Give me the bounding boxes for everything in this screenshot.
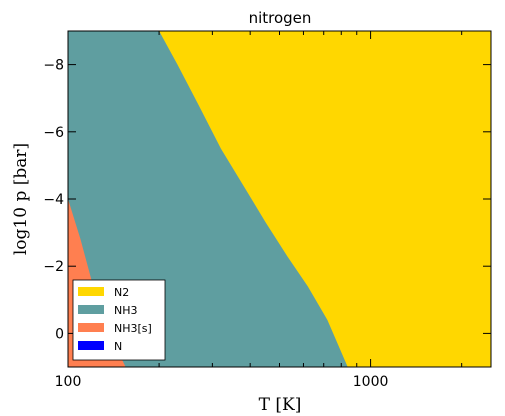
y-tick-label: 0 — [55, 326, 64, 342]
y-tick-label: −8 — [43, 58, 64, 74]
legend: N2 NH3 NH3[s] N — [72, 279, 166, 361]
x-axis-label: T [K] — [259, 395, 302, 415]
plot-frame — [67, 30, 492, 368]
y-tick-label: −4 — [43, 192, 64, 208]
x-tick-label: 1000 — [353, 374, 389, 390]
y-axis-label: log10 p [bar] — [11, 143, 31, 255]
legend-swatch — [78, 305, 104, 314]
legend-swatch — [78, 287, 104, 296]
legend-swatch — [78, 341, 104, 350]
legend-label: NH3 — [114, 304, 138, 317]
legend-label: N2 — [114, 286, 129, 299]
legend-label: N — [114, 340, 122, 353]
chart-title: nitrogen — [249, 9, 312, 27]
y-tick-label: −2 — [43, 259, 64, 275]
legend-swatch — [78, 323, 104, 332]
legend-label: NH3[s] — [114, 322, 152, 335]
x-tick-label: 100 — [55, 374, 82, 390]
tick-labels: 100 1000 −8 −6 −4 −2 0 — [43, 58, 388, 390]
y-tick-label: −6 — [43, 125, 64, 141]
